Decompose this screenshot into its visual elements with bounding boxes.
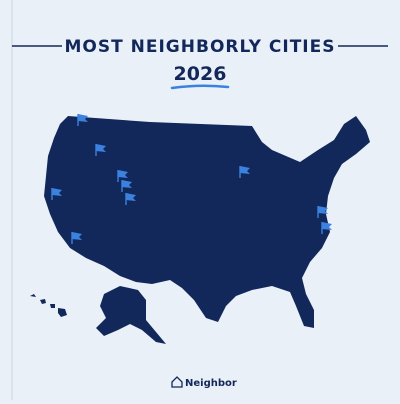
title: MOST NEIGHBORLY CITIES xyxy=(65,37,336,57)
year: 2026 xyxy=(174,63,227,85)
mainland xyxy=(44,116,370,328)
brand-name: Neighbor xyxy=(185,378,237,389)
alaska xyxy=(96,286,166,344)
us-map xyxy=(30,116,370,344)
brand-icon xyxy=(171,376,183,388)
year-underline xyxy=(170,84,230,90)
hawaii xyxy=(30,294,67,317)
brand: Neighbor xyxy=(171,376,237,389)
